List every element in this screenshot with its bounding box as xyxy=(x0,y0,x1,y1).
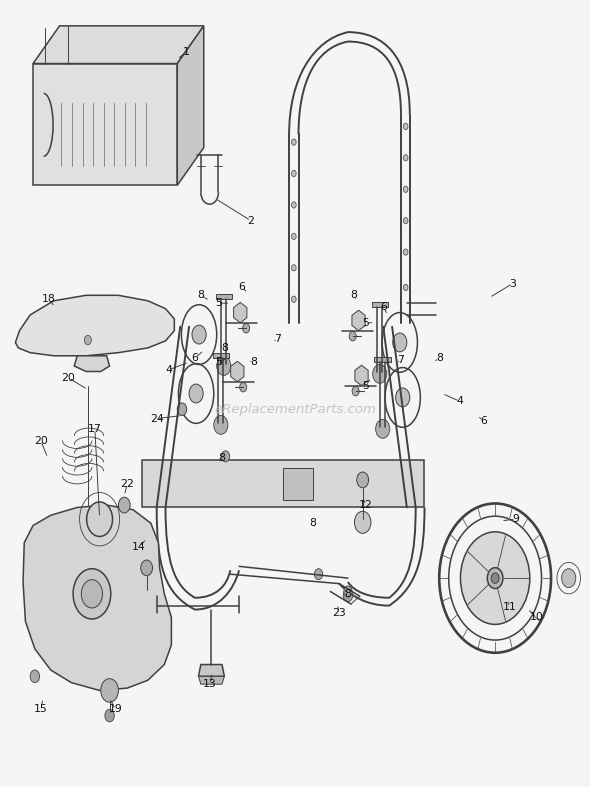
Text: 8: 8 xyxy=(350,290,358,301)
Text: 7: 7 xyxy=(398,355,404,364)
Polygon shape xyxy=(212,353,229,358)
Circle shape xyxy=(393,333,407,352)
Text: 4: 4 xyxy=(165,365,172,375)
Polygon shape xyxy=(215,294,232,299)
Text: 9: 9 xyxy=(512,514,519,524)
Text: 6: 6 xyxy=(380,302,386,312)
Text: eReplacementParts.com: eReplacementParts.com xyxy=(214,403,376,416)
Circle shape xyxy=(404,186,408,192)
Text: 15: 15 xyxy=(34,704,48,715)
Circle shape xyxy=(105,709,114,722)
Polygon shape xyxy=(283,468,313,500)
Text: 8: 8 xyxy=(436,353,442,363)
Circle shape xyxy=(404,284,408,290)
Circle shape xyxy=(101,678,119,702)
Text: 8: 8 xyxy=(250,357,257,367)
Text: 20: 20 xyxy=(61,373,76,382)
Circle shape xyxy=(314,569,323,580)
Text: 7: 7 xyxy=(274,334,281,343)
Text: 13: 13 xyxy=(203,679,217,689)
Circle shape xyxy=(291,233,296,239)
Text: 2: 2 xyxy=(247,216,254,226)
Text: 8: 8 xyxy=(198,290,204,301)
Circle shape xyxy=(291,171,296,176)
Text: 19: 19 xyxy=(109,704,122,715)
Circle shape xyxy=(221,451,230,462)
Polygon shape xyxy=(177,26,204,185)
Circle shape xyxy=(240,382,247,392)
Circle shape xyxy=(177,403,186,416)
Text: 5: 5 xyxy=(362,381,369,390)
Circle shape xyxy=(352,386,359,396)
Polygon shape xyxy=(375,357,391,362)
Text: 22: 22 xyxy=(120,478,134,489)
Polygon shape xyxy=(33,26,204,64)
Text: 8: 8 xyxy=(221,343,228,353)
Text: 8: 8 xyxy=(218,453,225,463)
Circle shape xyxy=(487,567,503,589)
Circle shape xyxy=(396,388,410,407)
Circle shape xyxy=(349,331,356,341)
Circle shape xyxy=(404,217,408,224)
Text: 5: 5 xyxy=(215,298,222,309)
Text: 11: 11 xyxy=(503,602,517,612)
Polygon shape xyxy=(198,664,224,676)
Circle shape xyxy=(404,124,408,130)
Circle shape xyxy=(242,323,250,333)
Circle shape xyxy=(404,249,408,255)
Text: 12: 12 xyxy=(359,500,372,510)
Polygon shape xyxy=(372,301,388,307)
Circle shape xyxy=(30,670,40,682)
Circle shape xyxy=(373,364,387,383)
Circle shape xyxy=(192,325,206,344)
Text: 4: 4 xyxy=(457,397,463,406)
Circle shape xyxy=(376,419,390,438)
Circle shape xyxy=(189,384,203,403)
Circle shape xyxy=(291,264,296,271)
Text: 8: 8 xyxy=(309,518,316,528)
Circle shape xyxy=(217,357,231,375)
Polygon shape xyxy=(74,356,110,371)
Circle shape xyxy=(460,532,530,624)
Circle shape xyxy=(355,512,371,534)
Circle shape xyxy=(291,139,296,146)
Polygon shape xyxy=(33,64,177,185)
Circle shape xyxy=(404,155,408,161)
Circle shape xyxy=(291,201,296,208)
Text: 6: 6 xyxy=(192,353,198,363)
Text: 6: 6 xyxy=(238,283,245,293)
Circle shape xyxy=(119,497,130,513)
Text: 5: 5 xyxy=(362,318,369,328)
Text: 14: 14 xyxy=(132,541,146,552)
Text: 10: 10 xyxy=(529,612,543,623)
Circle shape xyxy=(87,502,113,537)
Circle shape xyxy=(84,335,91,345)
Circle shape xyxy=(344,586,352,597)
Circle shape xyxy=(81,580,103,608)
Polygon shape xyxy=(23,505,171,690)
Polygon shape xyxy=(198,676,224,684)
Text: 24: 24 xyxy=(150,414,163,423)
Circle shape xyxy=(214,416,228,434)
Text: 5: 5 xyxy=(215,357,222,367)
Circle shape xyxy=(343,589,353,602)
Text: 3: 3 xyxy=(509,279,516,289)
Text: 18: 18 xyxy=(42,294,56,305)
Text: 20: 20 xyxy=(34,436,48,445)
Circle shape xyxy=(562,569,576,588)
Circle shape xyxy=(141,560,153,576)
Polygon shape xyxy=(142,460,424,508)
Circle shape xyxy=(291,296,296,302)
Text: 8: 8 xyxy=(345,589,352,599)
Polygon shape xyxy=(15,295,174,356)
Text: 23: 23 xyxy=(332,608,346,619)
Text: 17: 17 xyxy=(88,424,101,434)
Text: 6: 6 xyxy=(480,416,487,426)
Circle shape xyxy=(491,573,499,583)
Circle shape xyxy=(357,472,369,488)
Circle shape xyxy=(73,569,111,619)
Text: 1: 1 xyxy=(183,46,189,57)
